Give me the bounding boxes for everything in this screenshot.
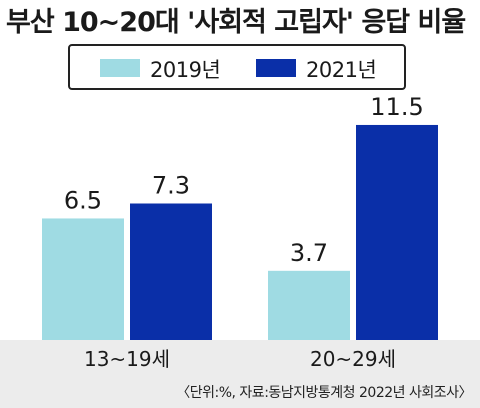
source-note: 〈단위:%, 자료:동남지방통계청 2022년 사회조사〉	[176, 385, 472, 401]
data-label-2021년-20~29세: 11.5	[370, 93, 423, 121]
chart-title: 부산 10~20대 '사회적 고립자' 응답 비율	[6, 7, 466, 38]
category-label-1: 20~29세	[310, 347, 396, 371]
bar-2019년-20~29세	[268, 270, 350, 340]
data-label-2021년-13~19세: 7.3	[152, 171, 190, 199]
bar-2021년-20~29세	[356, 124, 438, 340]
bar-2021년-13~19세	[130, 203, 212, 340]
data-label-2019년-13~19세: 6.5	[64, 186, 102, 214]
category-label-0: 13~19세	[84, 347, 170, 371]
legend-swatch-2019	[100, 59, 140, 77]
category-axis-band	[0, 340, 480, 408]
bar-2019년-13~19세	[42, 218, 124, 340]
legend-swatch-2021	[256, 59, 296, 77]
legend-label-2021: 2021년	[306, 58, 377, 82]
legend-label-2019: 2019년	[150, 58, 221, 82]
legend: 2019년 2021년	[68, 44, 406, 90]
data-label-2019년-20~29세: 3.7	[290, 239, 328, 267]
